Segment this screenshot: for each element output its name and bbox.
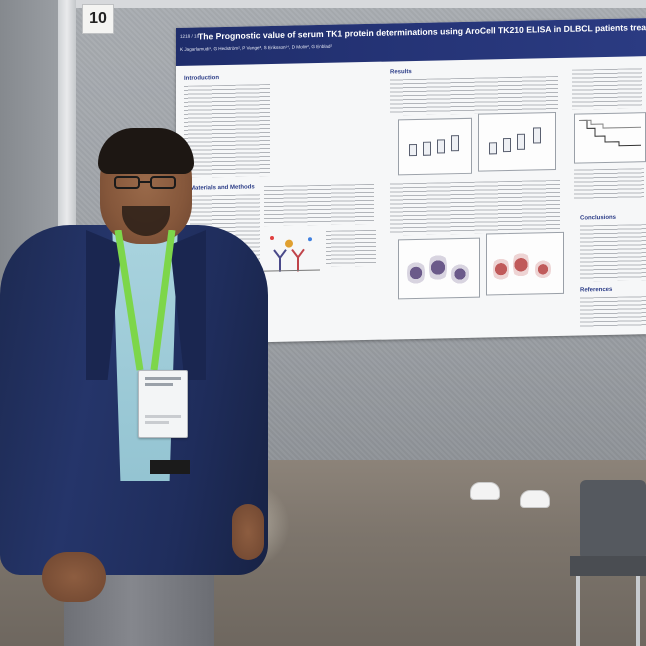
results-text: [390, 75, 558, 116]
name-badge: [138, 370, 188, 438]
white-sneaker: [520, 490, 550, 508]
conclusions-text: [580, 224, 646, 282]
survival-curve-chart: [574, 112, 646, 164]
diagram-caption: [326, 229, 376, 267]
right-column-text: [572, 68, 642, 110]
references-text: [580, 296, 646, 328]
belt: [150, 460, 190, 474]
assay-diagram: [264, 235, 320, 272]
conference-lanyard: [114, 230, 176, 371]
white-sneaker: [470, 482, 500, 500]
background-person-legs: [470, 420, 550, 520]
right-column-text-2: [574, 168, 644, 200]
section-conclusions: Conclusions: [580, 214, 617, 222]
board-number-sign: 10: [82, 4, 114, 34]
section-references: References: [580, 286, 613, 294]
section-introduction: Introduction: [184, 75, 219, 82]
boxplot-chart-1: [398, 117, 472, 176]
poster-code: 1218 / 18: [180, 33, 200, 39]
results-text-2: [390, 179, 560, 236]
hair: [98, 128, 194, 174]
right-hand: [232, 504, 264, 560]
folding-chair: [570, 480, 646, 646]
section-results: Results: [390, 69, 412, 76]
left-hand: [42, 552, 106, 602]
violin-chart-2: [486, 231, 564, 296]
boxplot-chart-2: [478, 112, 556, 172]
research-poster: 1218 / 18 The Prognostic value of serum …: [176, 18, 646, 344]
presenter-person: [0, 120, 290, 646]
board-frame-top: [76, 0, 646, 8]
eyeglasses: [114, 176, 180, 190]
violin-chart-1: [398, 237, 480, 300]
